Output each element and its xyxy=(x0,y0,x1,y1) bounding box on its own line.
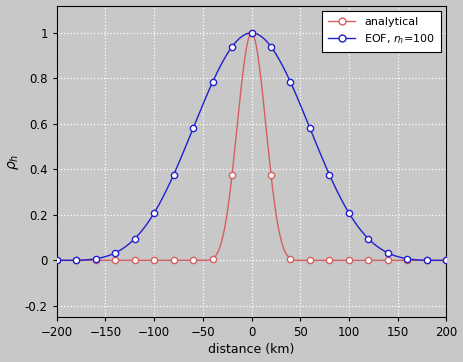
X-axis label: distance (km): distance (km) xyxy=(208,344,295,357)
Legend: analytical, EOF, $r_h$=100: analytical, EOF, $r_h$=100 xyxy=(322,11,441,51)
Y-axis label: $\rho_h$: $\rho_h$ xyxy=(6,153,20,169)
